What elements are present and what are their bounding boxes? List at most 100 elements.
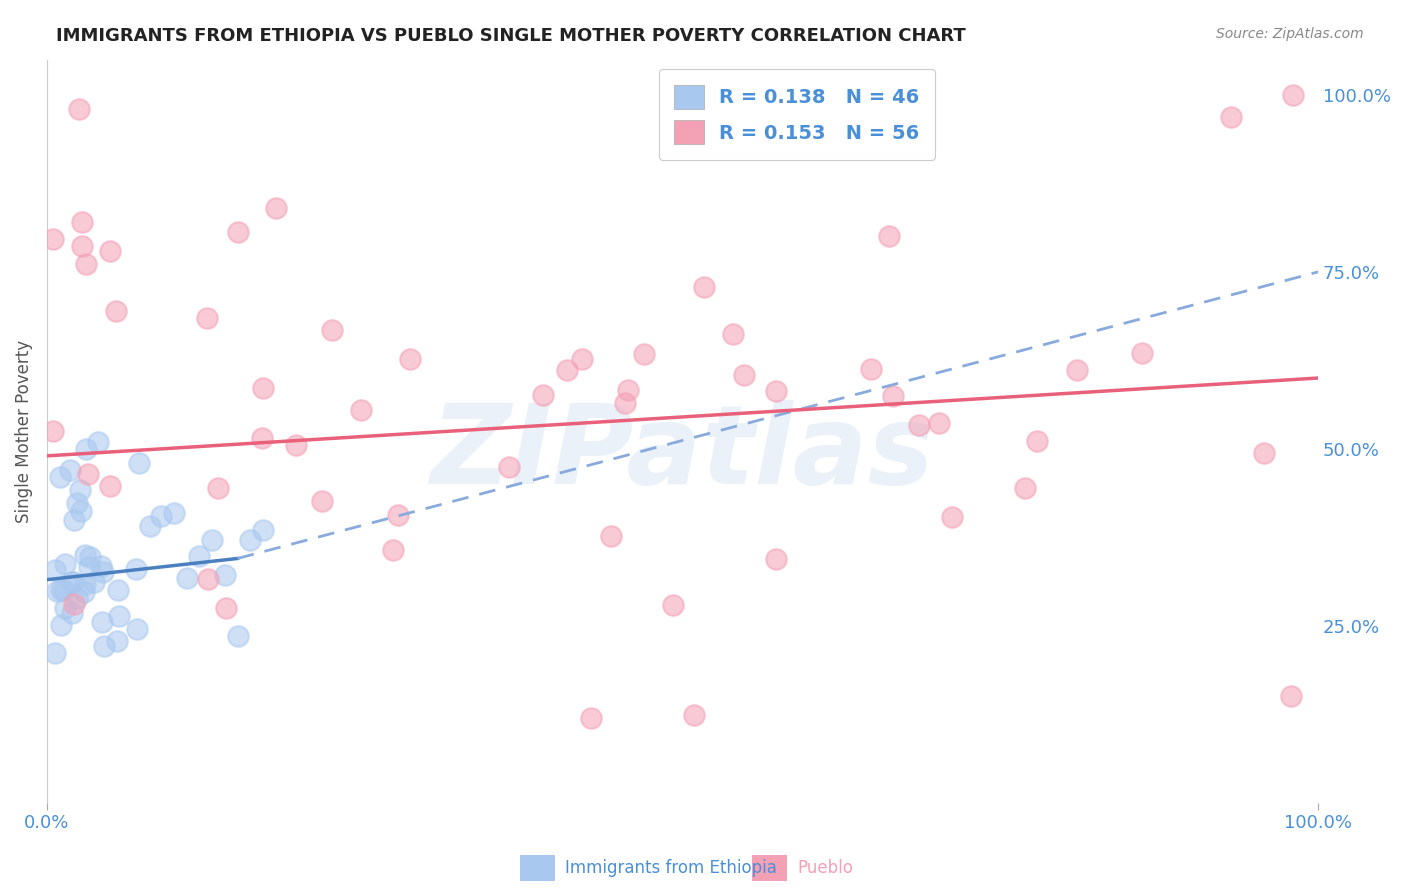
Point bbox=[907, 417, 929, 432]
Point bbox=[60, 606, 83, 620]
Point bbox=[859, 362, 882, 376]
Point bbox=[579, 711, 602, 725]
Point bbox=[1132, 346, 1154, 360]
Text: Immigrants from Ethiopia: Immigrants from Ethiopia bbox=[565, 859, 778, 877]
Point bbox=[51, 583, 73, 598]
Point bbox=[387, 508, 409, 523]
Point bbox=[928, 416, 950, 430]
Point bbox=[42, 425, 65, 439]
Point bbox=[91, 565, 114, 579]
Text: Source: ZipAtlas.com: Source: ZipAtlas.com bbox=[1216, 27, 1364, 41]
Point bbox=[72, 584, 94, 599]
Point bbox=[42, 231, 65, 245]
Point bbox=[70, 504, 93, 518]
Point bbox=[264, 201, 287, 215]
Point bbox=[44, 563, 66, 577]
Point bbox=[44, 646, 66, 660]
Point bbox=[197, 572, 219, 586]
Point bbox=[75, 577, 97, 591]
Point bbox=[1220, 111, 1243, 125]
Point bbox=[62, 597, 84, 611]
Point bbox=[195, 311, 218, 326]
Point bbox=[633, 347, 655, 361]
Point bbox=[98, 479, 121, 493]
Point bbox=[1025, 434, 1047, 449]
Point bbox=[59, 463, 82, 477]
Point bbox=[381, 543, 404, 558]
Legend: R = 0.138   N = 46, R = 0.153   N = 56: R = 0.138 N = 46, R = 0.153 N = 56 bbox=[659, 70, 935, 160]
Point bbox=[188, 549, 211, 564]
Point bbox=[176, 572, 198, 586]
Point bbox=[60, 574, 83, 589]
Point bbox=[108, 608, 131, 623]
Point bbox=[70, 215, 93, 229]
Point bbox=[765, 384, 787, 399]
Point bbox=[127, 623, 149, 637]
Point bbox=[398, 352, 420, 367]
Point bbox=[128, 456, 150, 470]
Point bbox=[105, 634, 128, 648]
Point bbox=[1279, 690, 1302, 704]
Point bbox=[83, 574, 105, 589]
Point bbox=[76, 467, 98, 482]
Point bbox=[662, 598, 685, 612]
Point bbox=[215, 600, 238, 615]
Point bbox=[93, 639, 115, 653]
Point bbox=[1253, 445, 1275, 459]
Point bbox=[201, 533, 224, 547]
Point bbox=[555, 363, 578, 377]
Point bbox=[733, 368, 755, 383]
Point bbox=[765, 552, 787, 566]
Point bbox=[75, 257, 97, 271]
Point bbox=[311, 494, 333, 508]
Point bbox=[285, 438, 308, 452]
Point bbox=[75, 442, 97, 456]
Point bbox=[226, 629, 249, 643]
Point bbox=[941, 510, 963, 524]
Point bbox=[350, 402, 373, 417]
Point bbox=[87, 434, 110, 449]
Point bbox=[226, 226, 249, 240]
Point bbox=[721, 327, 744, 342]
Point bbox=[104, 303, 127, 318]
Point bbox=[62, 574, 84, 589]
Point bbox=[531, 388, 554, 402]
Point bbox=[498, 460, 520, 475]
Point bbox=[1014, 481, 1036, 495]
Point bbox=[150, 508, 173, 523]
Point bbox=[63, 512, 86, 526]
Point bbox=[571, 351, 593, 366]
Text: IMMIGRANTS FROM ETHIOPIA VS PUEBLO SINGLE MOTHER POVERTY CORRELATION CHART: IMMIGRANTS FROM ETHIOPIA VS PUEBLO SINGL… bbox=[56, 27, 966, 45]
Point bbox=[138, 519, 160, 533]
Point bbox=[882, 389, 904, 403]
Text: Pueblo: Pueblo bbox=[797, 859, 853, 877]
Point bbox=[73, 548, 96, 562]
Point bbox=[46, 584, 69, 599]
Point bbox=[51, 618, 73, 632]
Point bbox=[321, 323, 343, 337]
Point bbox=[207, 481, 229, 495]
Point bbox=[252, 381, 274, 395]
Point bbox=[91, 615, 114, 629]
Point bbox=[100, 244, 122, 258]
Point bbox=[69, 483, 91, 497]
Point bbox=[879, 228, 901, 243]
Point bbox=[66, 496, 89, 510]
Point bbox=[53, 557, 76, 571]
Point bbox=[692, 280, 714, 294]
Point bbox=[53, 582, 76, 597]
Point bbox=[70, 239, 93, 253]
Point bbox=[79, 550, 101, 565]
Point bbox=[252, 523, 274, 537]
Point bbox=[614, 396, 637, 410]
Point bbox=[599, 529, 621, 543]
Point bbox=[49, 470, 72, 484]
Point bbox=[1066, 363, 1088, 377]
Point bbox=[683, 707, 706, 722]
Point bbox=[90, 558, 112, 573]
Y-axis label: Single Mother Poverty: Single Mother Poverty bbox=[15, 340, 32, 523]
Point bbox=[77, 560, 100, 574]
Point bbox=[214, 568, 236, 582]
Point bbox=[107, 582, 129, 597]
Point bbox=[1281, 87, 1303, 102]
